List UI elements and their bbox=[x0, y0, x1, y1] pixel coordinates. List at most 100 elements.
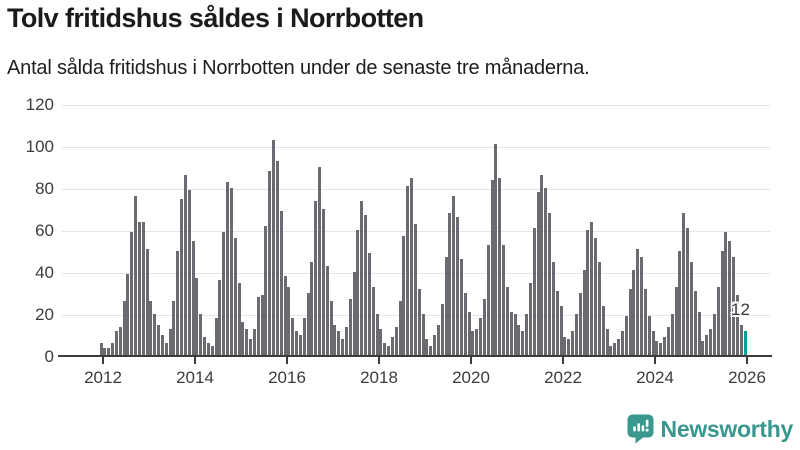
bar bbox=[191, 240, 195, 356]
bar bbox=[145, 248, 149, 356]
bar bbox=[249, 339, 253, 356]
bar bbox=[724, 232, 728, 356]
bar bbox=[544, 188, 548, 356]
bar bbox=[436, 324, 440, 356]
page-title: Tolv fritidshus såldes i Norrbotten bbox=[7, 3, 424, 33]
bar bbox=[206, 343, 210, 356]
y-tick-label: 120 bbox=[25, 95, 54, 114]
bar bbox=[291, 318, 295, 356]
bar bbox=[134, 196, 138, 356]
bar bbox=[203, 337, 207, 356]
bar bbox=[701, 341, 705, 356]
bar bbox=[360, 200, 364, 356]
bar bbox=[421, 314, 425, 356]
bar bbox=[160, 335, 164, 356]
bar bbox=[226, 181, 230, 356]
bar bbox=[709, 328, 713, 356]
bar bbox=[310, 261, 314, 356]
bar bbox=[137, 221, 141, 356]
bar bbox=[559, 305, 563, 356]
bar bbox=[195, 278, 199, 356]
x-tick-label: 2016 bbox=[268, 368, 306, 387]
bar bbox=[337, 330, 341, 356]
bar bbox=[705, 335, 709, 356]
bar bbox=[114, 330, 118, 356]
bar bbox=[279, 211, 283, 356]
bar bbox=[168, 328, 172, 356]
bar bbox=[394, 326, 398, 356]
bar bbox=[111, 343, 115, 356]
gridline bbox=[62, 188, 770, 190]
x-tick-label: 2024 bbox=[636, 368, 674, 387]
bar bbox=[413, 223, 417, 356]
bar bbox=[594, 238, 598, 356]
bar bbox=[398, 301, 402, 356]
bar bbox=[636, 248, 640, 356]
bar bbox=[479, 318, 483, 356]
bar bbox=[180, 198, 184, 356]
y-tick-label: 0 bbox=[44, 347, 54, 366]
bar bbox=[693, 290, 697, 356]
x-tick-label: 2014 bbox=[176, 368, 214, 387]
bar bbox=[651, 330, 655, 356]
bar bbox=[375, 314, 379, 356]
latest-value-label: 12 bbox=[731, 300, 750, 319]
bar bbox=[686, 227, 690, 356]
x-tick bbox=[378, 357, 380, 364]
bar bbox=[521, 330, 525, 356]
bar bbox=[264, 225, 268, 356]
bar bbox=[475, 328, 479, 356]
bar bbox=[716, 286, 720, 356]
bar bbox=[590, 221, 594, 356]
bar bbox=[329, 301, 333, 356]
bar bbox=[617, 339, 621, 356]
bar bbox=[613, 343, 617, 356]
bar bbox=[502, 244, 506, 356]
bar bbox=[448, 213, 452, 356]
bar bbox=[333, 324, 337, 356]
bar bbox=[295, 330, 299, 356]
bar bbox=[260, 295, 264, 356]
bar bbox=[605, 328, 609, 356]
bar bbox=[218, 280, 222, 356]
bar bbox=[341, 339, 345, 356]
bar bbox=[130, 232, 134, 356]
y-tick-label: 80 bbox=[35, 179, 54, 198]
gridline bbox=[62, 104, 770, 106]
bar bbox=[325, 265, 329, 356]
bar bbox=[655, 341, 659, 356]
x-tick-label: 2020 bbox=[452, 368, 490, 387]
bar bbox=[632, 269, 636, 356]
bar bbox=[456, 217, 460, 356]
bar bbox=[172, 301, 176, 356]
bar bbox=[406, 185, 410, 356]
bar bbox=[739, 324, 743, 356]
bar bbox=[624, 316, 628, 356]
x-tick bbox=[194, 357, 196, 364]
bar bbox=[210, 345, 214, 356]
bar bbox=[229, 188, 233, 356]
y-tick-label: 60 bbox=[35, 221, 54, 240]
bar bbox=[268, 171, 272, 356]
bar bbox=[689, 261, 693, 356]
newsworthy-logo[interactable]: Newsworthy bbox=[627, 414, 793, 444]
bar bbox=[99, 343, 103, 356]
bar bbox=[525, 314, 529, 356]
x-tick-label: 2026 bbox=[728, 368, 766, 387]
x-tick bbox=[654, 357, 656, 364]
bar bbox=[490, 179, 494, 356]
x-tick-label: 2012 bbox=[84, 368, 122, 387]
bar bbox=[567, 339, 571, 356]
bar bbox=[367, 253, 371, 356]
bar bbox=[498, 177, 502, 356]
bar bbox=[513, 314, 517, 356]
bar bbox=[574, 314, 578, 356]
bar bbox=[666, 326, 670, 356]
bar bbox=[601, 305, 605, 356]
gridline bbox=[62, 146, 770, 148]
bar bbox=[728, 240, 732, 356]
bar bbox=[256, 297, 260, 356]
bar bbox=[387, 345, 391, 356]
bar bbox=[103, 347, 107, 356]
bar bbox=[712, 314, 716, 356]
